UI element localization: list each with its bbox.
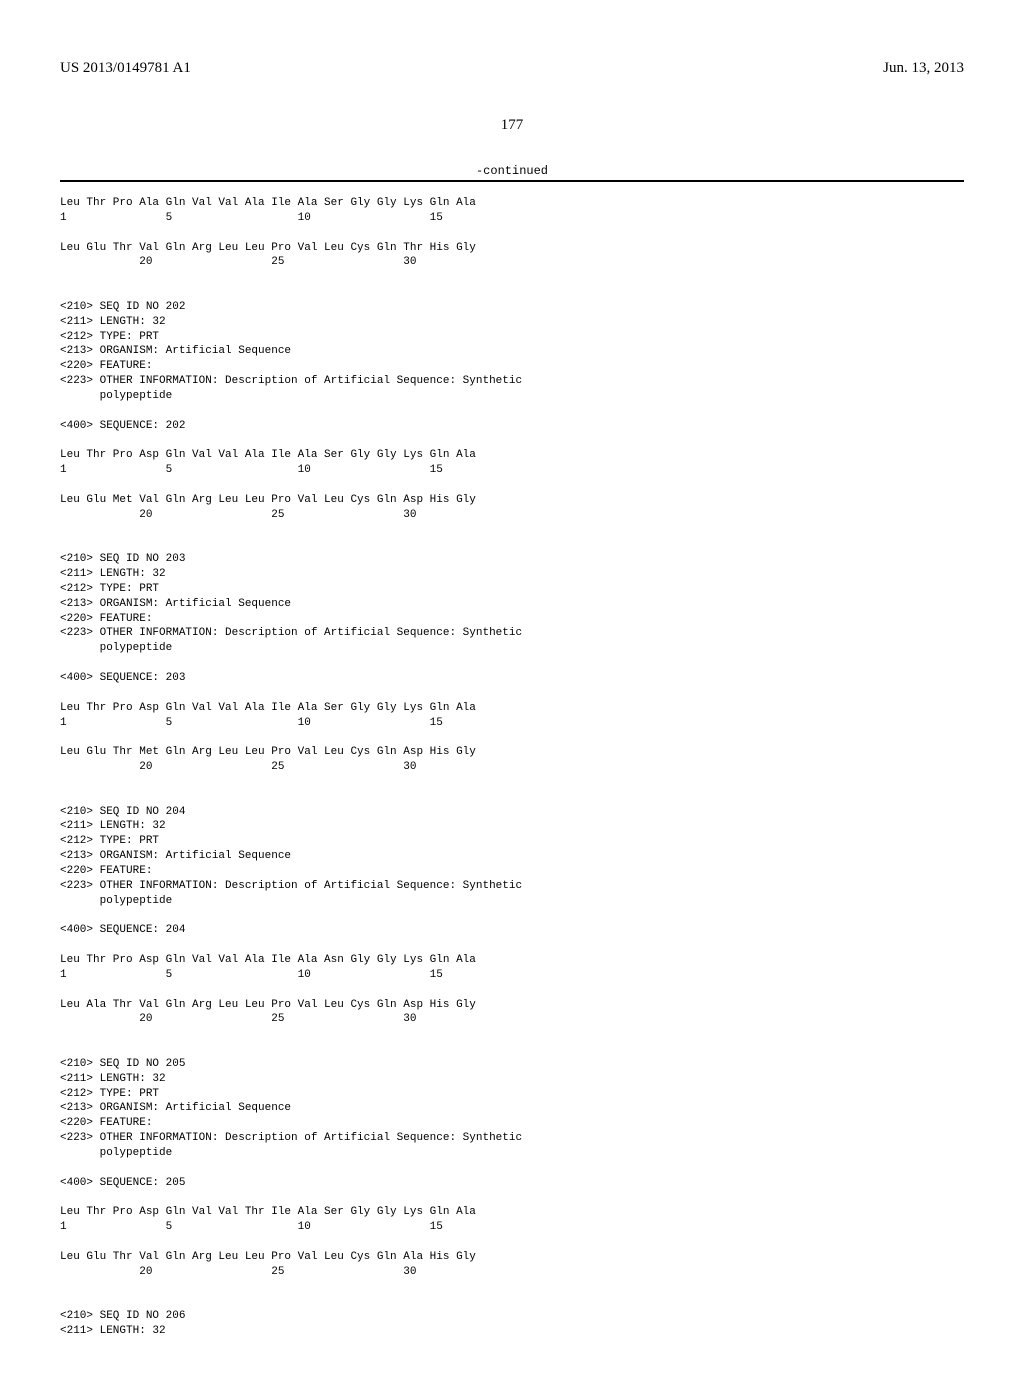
page-container: US 2013/0149781 A1 Jun. 13, 2013 177 -co…	[0, 0, 1024, 1379]
page-number: 177	[60, 117, 964, 134]
publication-date: Jun. 13, 2013	[883, 60, 964, 77]
header-row: US 2013/0149781 A1 Jun. 13, 2013	[60, 60, 964, 77]
sequence-listing: Leu Thr Pro Ala Gln Val Val Ala Ile Ala …	[60, 196, 964, 1339]
publication-number: US 2013/0149781 A1	[60, 60, 191, 77]
continued-label: -continued	[60, 164, 964, 178]
section-rule	[60, 180, 964, 182]
